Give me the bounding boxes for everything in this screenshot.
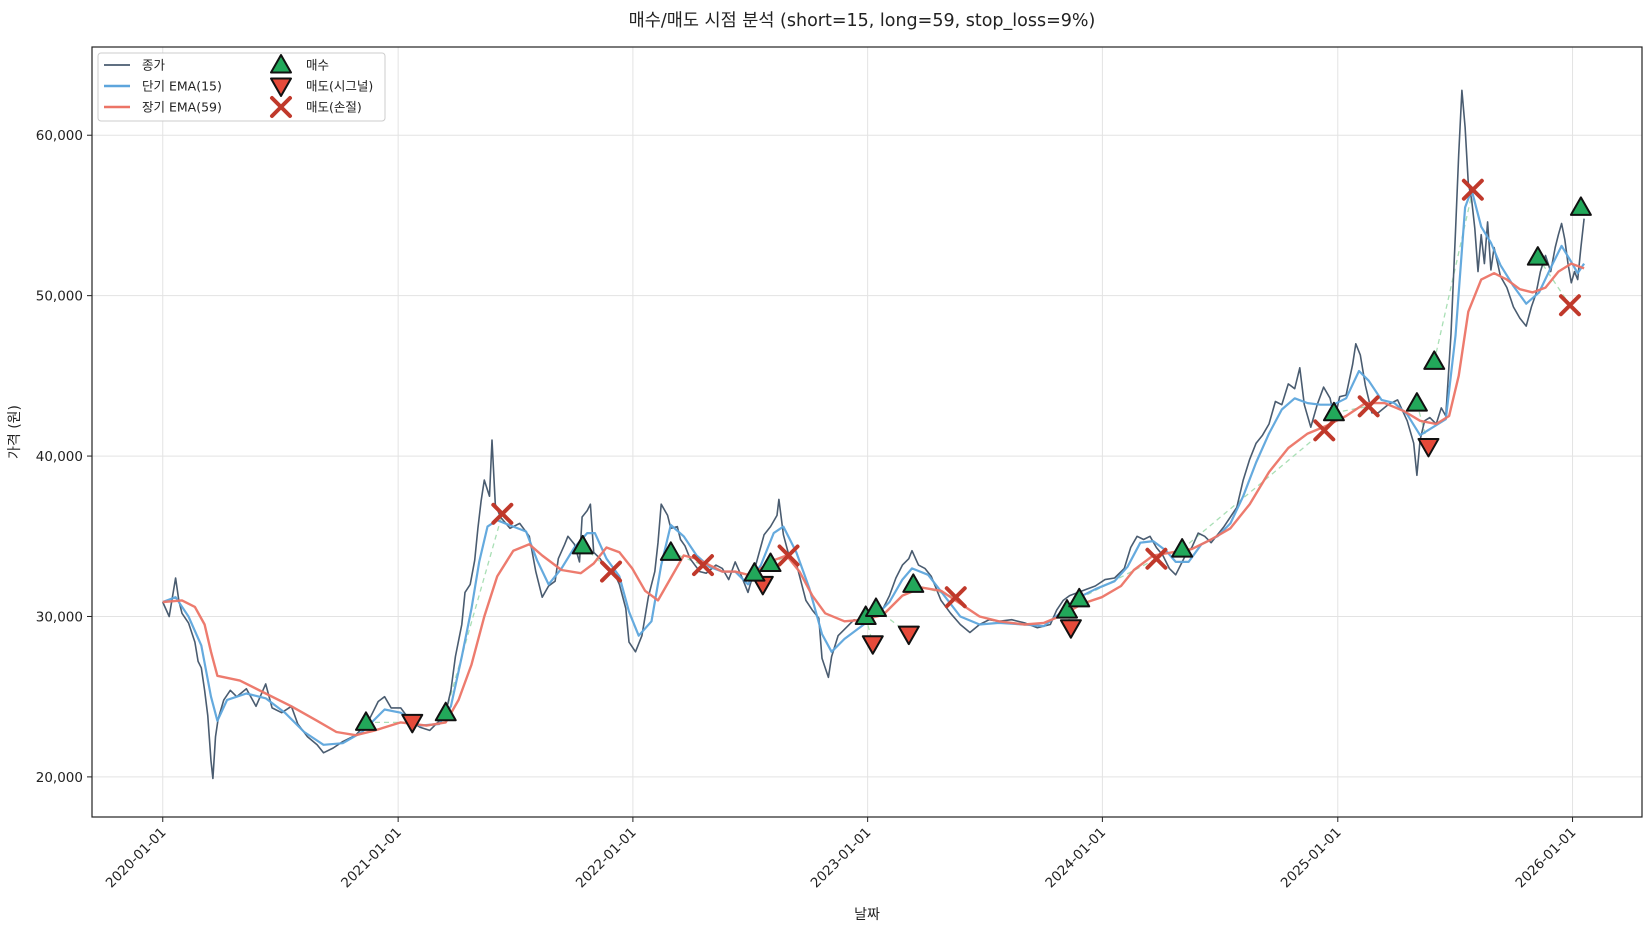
buy-marker [1056,599,1079,619]
legend-item-close: 종가 [104,58,166,73]
buy-marker [1423,350,1446,370]
buy-marker [1171,538,1194,558]
legend-label: 장기 EMA(59) [142,100,222,115]
hold-period-line [1433,189,1474,362]
chart-title: 매수/매도 시점 분석 (short=15, long=59, stop_los… [629,11,1096,31]
legend-buy-marker [270,54,292,74]
legend-item-buy: 매수 [270,54,329,74]
legend-label: 매도(시그널) [306,79,373,94]
sell-stop-marker [691,554,714,577]
legend-sell-stop-marker [270,96,292,118]
buy-marker [1068,587,1091,608]
buy-marker [902,573,925,593]
buy-marker [434,701,457,722]
hold-period-line [1078,558,1157,600]
legend-item-ema_short: 단기 EMA(15) [104,79,222,94]
y-tick-label: 50,000 [36,289,83,305]
legend-label: 매도(손절) [306,100,362,115]
legend-box [97,52,386,122]
sell-stop-marker [1357,395,1380,418]
sell-stop-marker [1145,547,1168,570]
sell-stop-marker [777,544,800,567]
legend-item-sell_signal: 매도(시그널) [270,77,373,97]
legend-label: 단기 EMA(15) [142,79,222,94]
sell-stop-marker [491,502,514,525]
buy-marker [759,552,782,573]
buy-marker [1405,392,1428,412]
legend-sell-signal-marker [270,77,292,97]
sell-stop-marker [1313,419,1336,442]
plot-area [161,89,1592,780]
buy-marker [354,711,377,731]
legend-label: 매수 [306,58,329,73]
hold-period-line [1333,405,1369,414]
sell-stop-marker [1461,178,1484,201]
y-tick-label: 30,000 [36,609,83,625]
sell-signal-marker [897,625,920,646]
legend-label: 종가 [142,58,166,73]
buy-marker [865,597,888,617]
y-tick-label: 60,000 [36,128,83,144]
buy-marker [1322,401,1345,422]
y-tick-label: 40,000 [36,449,83,465]
sell-stop-marker [600,560,623,583]
buy-marker [1526,246,1549,266]
y-tick-label: 20,000 [36,770,83,786]
grid [92,47,1642,817]
plot-frame [91,46,1643,818]
buy-marker [571,534,594,555]
sell-signal-marker [1059,619,1082,639]
x-axis-title: 날짜 [854,907,880,923]
sell-stop-marker [944,586,967,609]
y-axis-title: 가격 (원) [7,405,23,459]
legend-item-ema_long: 장기 EMA(59) [104,100,222,115]
hold-period-line [670,551,704,566]
buy-marker [743,562,766,582]
trade-markers [354,178,1592,734]
legend-item-sell_stop: 매도(손절) [270,96,362,118]
sell-signal-marker [861,635,884,655]
hold-period-line [875,607,910,635]
hold-period-line [445,513,503,713]
y-axis: 20,000 30,000 40,000 50,000 60,000 [36,128,92,786]
sell-signal-marker [1417,437,1440,458]
hold-period-line [1181,429,1325,550]
buy-marker [1569,196,1592,216]
ema-long-line [162,262,1585,737]
buy-marker [659,541,682,561]
sell-stop-marker [1558,294,1581,317]
sell-signal-marker [401,713,424,734]
